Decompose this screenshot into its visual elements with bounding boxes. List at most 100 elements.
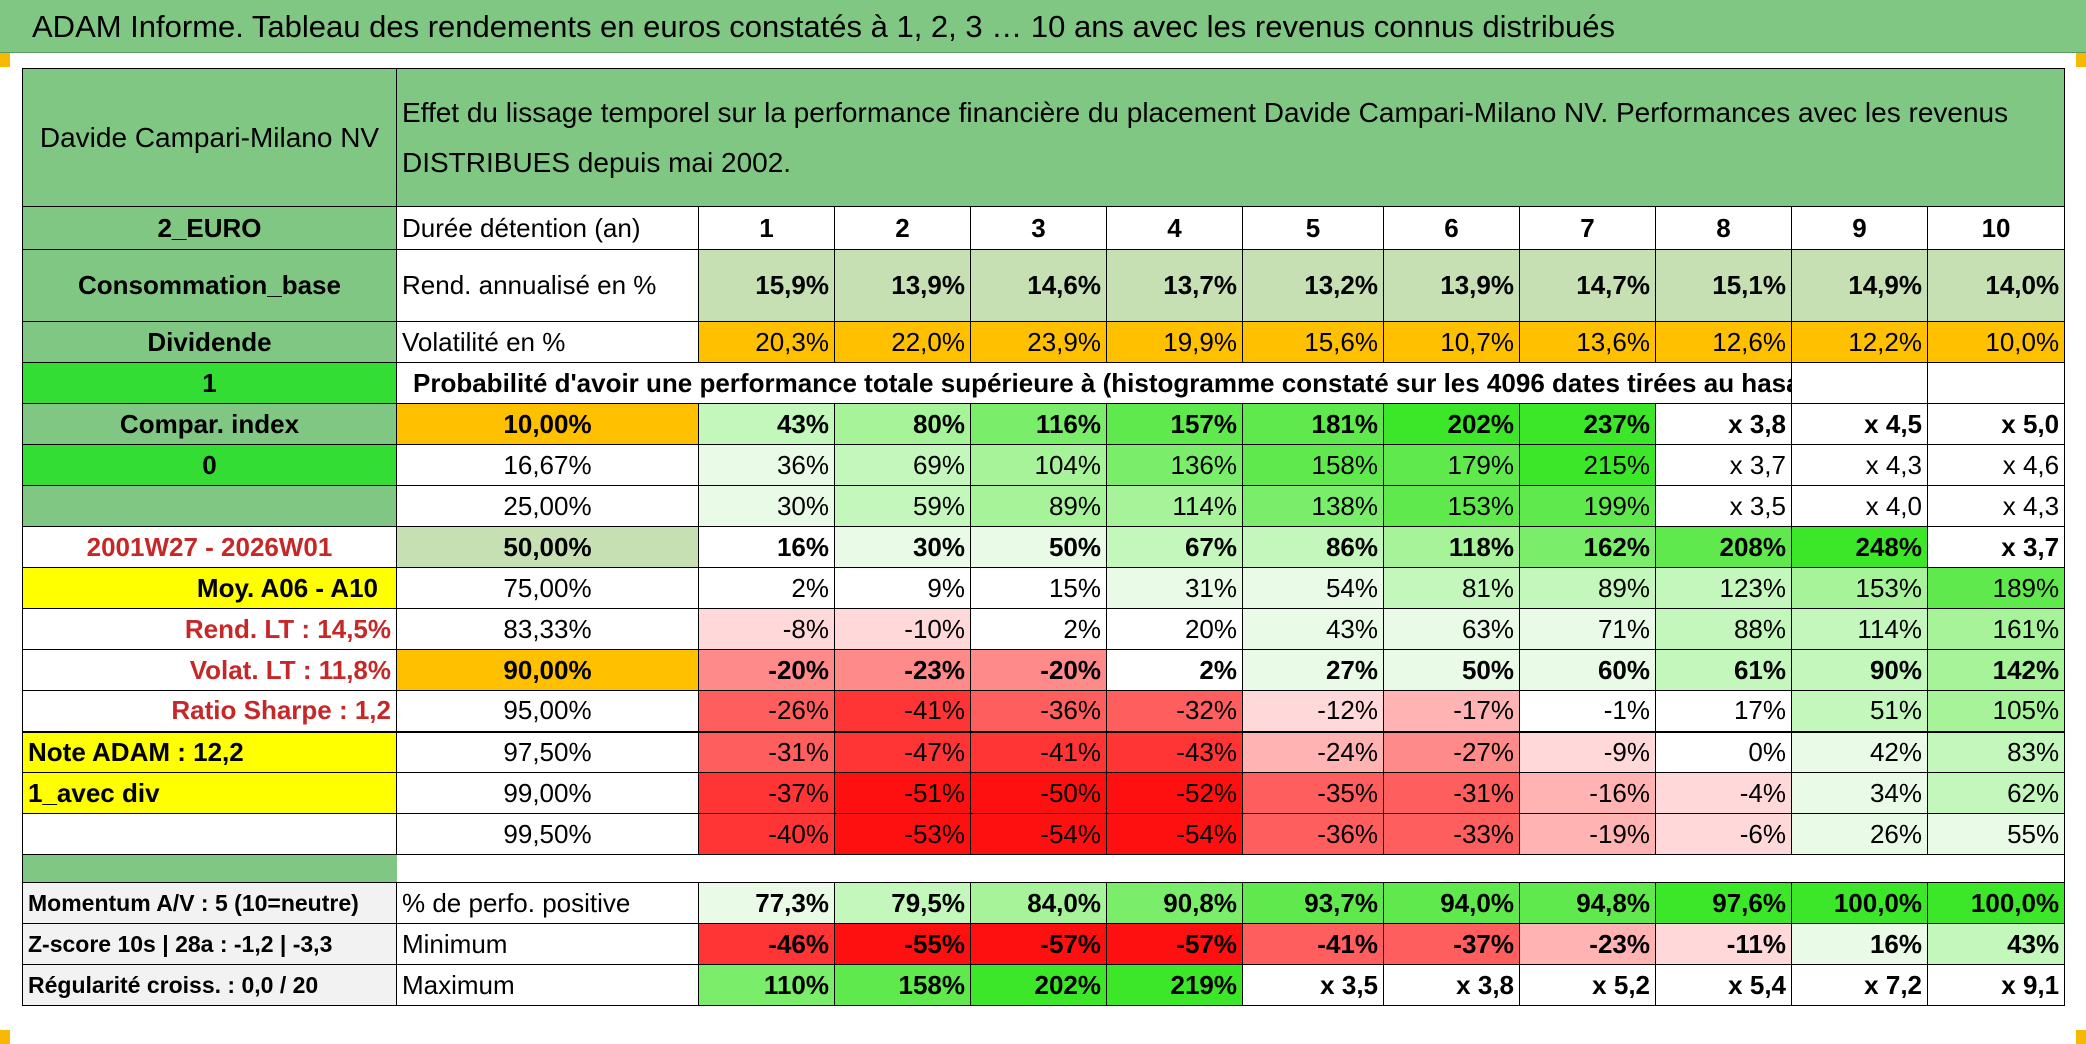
- selector-zero[interactable]: 0: [22, 444, 397, 486]
- maximum-cell: x 3,5: [1242, 964, 1384, 1006]
- year-header: 3: [970, 206, 1107, 250]
- vol-cell: 10,0%: [1926, 321, 2066, 363]
- rend-cell: 13,9%: [834, 249, 971, 322]
- quantile-cell: 34%: [1791, 772, 1928, 814]
- quantile-cell: 81%: [1383, 567, 1520, 609]
- quantile-cell: 51%: [1791, 690, 1928, 732]
- quantile-cell: -8%: [698, 608, 835, 650]
- minimum-cell: -55%: [834, 923, 971, 965]
- rend-label: Rend. annualisé en %: [396, 249, 699, 322]
- year-header: 9: [1791, 206, 1928, 250]
- quantile-cell: 2%: [1106, 649, 1243, 691]
- quantile-cell: 157%: [1106, 403, 1243, 445]
- moy-label: Moy. A06 - A10: [22, 567, 397, 609]
- quantile-cell: 89%: [970, 485, 1107, 527]
- year-header: 10: [1926, 206, 2066, 250]
- zscore-label: Z-score 10s | 28a : -1,2 | -3,3: [22, 923, 397, 965]
- quantile-cell: -37%: [698, 772, 835, 814]
- corner-marker: [0, 53, 10, 67]
- quantile-label: 97,50%: [396, 730, 699, 773]
- quantile-label: 99,00%: [396, 772, 699, 814]
- year-header: 2: [834, 206, 971, 250]
- minimum-cell: -46%: [698, 923, 835, 965]
- quantile-cell: 199%: [1519, 485, 1656, 527]
- rend-cell: 15,9%: [698, 249, 835, 322]
- quantile-cell: -50%: [970, 772, 1107, 814]
- quantile-label: 83,33%: [396, 608, 699, 650]
- rend-cell: 14,9%: [1791, 249, 1928, 322]
- maximum-cell: 158%: [834, 964, 971, 1006]
- maximum-cell: 219%: [1106, 964, 1243, 1006]
- quantile-cell: 16%: [698, 526, 835, 568]
- quantile-cell: 27%: [1242, 649, 1384, 691]
- quantile-cell: 248%: [1791, 526, 1928, 568]
- minimum-cell: 16%: [1791, 923, 1928, 965]
- proba-header: Probabilité d'avoir une performance tota…: [396, 362, 1792, 404]
- quantile-cell: -17%: [1383, 690, 1520, 732]
- positive-cell: 77,3%: [698, 882, 835, 924]
- quantile-cell: 158%: [1242, 444, 1384, 486]
- quantile-cell: 237%: [1519, 403, 1656, 445]
- dividende-label: Dividende: [22, 321, 397, 363]
- quantile-cell: x 3,7: [1926, 526, 2066, 568]
- positive-cell: 93,7%: [1242, 882, 1384, 924]
- year-header: 4: [1106, 206, 1243, 250]
- quantile-cell: 105%: [1926, 690, 2066, 732]
- quantile-cell: x 4,6: [1926, 444, 2066, 486]
- rend-cell: 15,1%: [1655, 249, 1792, 322]
- quantile-cell: x 3,8: [1655, 403, 1792, 445]
- quantile-cell: 123%: [1655, 567, 1792, 609]
- quantile-cell: -41%: [834, 690, 971, 732]
- compar-index-label: Compar. index: [22, 403, 397, 445]
- quantile-cell: -24%: [1242, 730, 1384, 773]
- quantile-cell: -26%: [698, 690, 835, 732]
- vol-cell: 22,0%: [834, 321, 971, 363]
- quantile-cell: -54%: [1106, 813, 1243, 855]
- quantile-cell: 17%: [1655, 690, 1792, 732]
- quantile-cell: -32%: [1106, 690, 1243, 732]
- corner-marker: [2076, 53, 2086, 67]
- quantile-cell: x 3,7: [1655, 444, 1792, 486]
- minimum-cell: -37%: [1383, 923, 1520, 965]
- quantile-cell: -52%: [1106, 772, 1243, 814]
- description: Effet du lissage temporel sur la perform…: [395, 68, 2066, 207]
- quantile-cell: -51%: [834, 772, 971, 814]
- positive-cell: 100,0%: [1791, 882, 1928, 924]
- period-label: 2001W27 - 2026W01: [22, 526, 397, 568]
- quantile-cell: -35%: [1242, 772, 1384, 814]
- quantile-cell: -9%: [1519, 730, 1656, 773]
- vol-cell: 15,6%: [1242, 321, 1384, 363]
- quantile-cell: 89%: [1519, 567, 1656, 609]
- quantile-cell: -41%: [970, 730, 1107, 773]
- vol-cell: 10,7%: [1383, 321, 1520, 363]
- quantile-cell: -6%: [1655, 813, 1792, 855]
- empty-label: [22, 485, 397, 527]
- quantile-cell: 9%: [834, 567, 971, 609]
- selector-one[interactable]: 1: [22, 362, 397, 404]
- quantile-cell: 30%: [834, 526, 971, 568]
- vol-cell: 19,9%: [1106, 321, 1243, 363]
- quantile-cell: 161%: [1926, 608, 2066, 650]
- minimum-cell: -11%: [1655, 923, 1792, 965]
- positive-cell: 94,8%: [1519, 882, 1656, 924]
- quantile-label: 50,00%: [396, 526, 699, 568]
- quantile-cell: -36%: [970, 690, 1107, 732]
- maximum-cell: x 9,1: [1926, 964, 2066, 1006]
- year-header: 5: [1242, 206, 1384, 250]
- quantile-cell: 59%: [834, 485, 971, 527]
- quantile-cell: 50%: [970, 526, 1107, 568]
- quantile-cell: -53%: [834, 813, 971, 855]
- quantile-label: 75,00%: [396, 567, 699, 609]
- positive-cell: 100,0%: [1926, 882, 2066, 924]
- quantile-cell: -47%: [834, 730, 971, 773]
- quantile-label: 16,67%: [396, 444, 699, 486]
- quantile-cell: 20%: [1106, 608, 1243, 650]
- year-header: 7: [1519, 206, 1656, 250]
- positive-cell: 84,0%: [970, 882, 1107, 924]
- maximum-label: Maximum: [396, 964, 699, 1006]
- quantile-cell: 162%: [1519, 526, 1656, 568]
- quantile-cell: 114%: [1106, 485, 1243, 527]
- quantile-cell: 153%: [1791, 567, 1928, 609]
- quantile-cell: -31%: [1383, 772, 1520, 814]
- regularite-label: Régularité croiss. : 0,0 / 20: [22, 964, 397, 1006]
